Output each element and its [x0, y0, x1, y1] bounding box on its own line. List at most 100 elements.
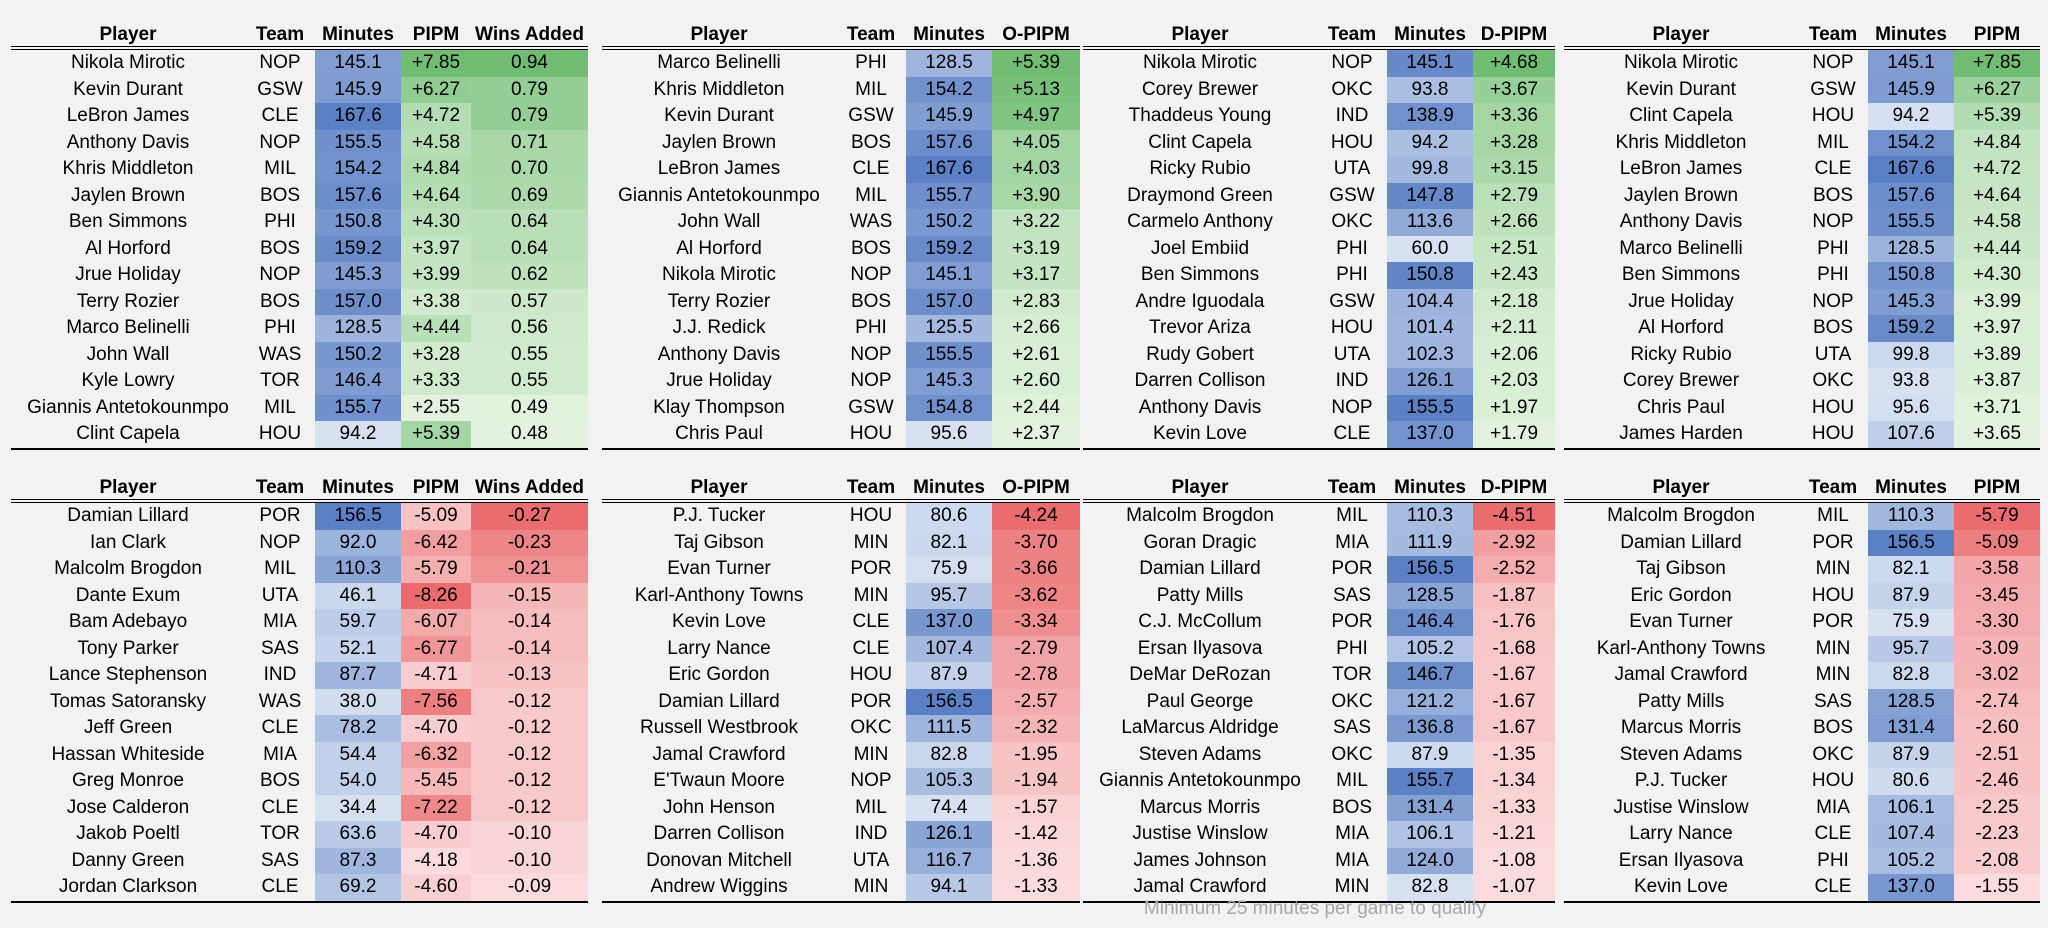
cell-team: MIN: [853, 584, 889, 606]
cell-wins-added: 0.70: [471, 156, 588, 183]
table-row: LeBron James CLE 167.6 +4.72: [1564, 156, 2040, 183]
cell-minutes: 167.6: [1868, 156, 1954, 183]
cell-metric: +3.28: [401, 341, 471, 368]
cell-player: Justise Winslow: [1613, 796, 1749, 818]
table-row: Jamal Crawford MIN 82.8 -3.02: [1564, 662, 2040, 689]
cell-player: John Wall: [677, 211, 761, 233]
table-row: Clint Capela HOU 94.2 +3.28: [1083, 129, 1555, 156]
cell-minutes: 82.1: [1868, 556, 1954, 583]
cell-team: PHI: [855, 317, 887, 339]
cell-player: Marco Belinelli: [657, 52, 781, 74]
table-row: Al Horford BOS 159.2 +3.97: [1564, 315, 2040, 342]
cell-minutes: 159.2: [1868, 315, 1954, 342]
cell-minutes: 110.3: [1868, 501, 1954, 530]
table-row: Corey Brewer OKC 93.8 +3.87: [1564, 368, 2040, 395]
cell-metric: +5.39: [1954, 103, 2040, 130]
table-row: Jose Calderon CLE 34.4 -7.22 -0.12: [11, 794, 588, 821]
table-row: Anthony Davis NOP 155.5 +2.61: [602, 341, 1080, 368]
cell-metric: +5.39: [401, 421, 471, 450]
cell-player: Jaylen Brown: [1623, 184, 1739, 206]
cell-player: DeMar DeRozan: [1129, 664, 1271, 686]
cell-minutes: 95.7: [1868, 635, 1954, 662]
cell-team: UTA: [1333, 343, 1371, 365]
cell-metric: -1.21: [1473, 821, 1555, 848]
cell-player: Corey Brewer: [1141, 78, 1259, 100]
cell-player: Jeff Green: [83, 717, 173, 739]
cell-minutes: 92.0: [315, 529, 401, 556]
table-row: Steven Adams OKC 87.9 -2.51: [1564, 741, 2040, 768]
cell-player: Paul George: [1146, 690, 1254, 712]
cell-minutes: 74.4: [906, 794, 992, 821]
table-row: John Henson MIL 74.4 -1.57: [602, 794, 1080, 821]
cell-minutes: 157.6: [1868, 182, 1954, 209]
cell-player: Jordan Clarkson: [11, 874, 245, 903]
cell-team: MIL: [1336, 505, 1368, 527]
cell-player: Marco Belinelli: [66, 317, 190, 339]
cell-team: NOP: [259, 264, 301, 286]
cell-wins-added: -0.10: [471, 847, 588, 874]
cell-metric: -1.36: [992, 847, 1080, 874]
cell-wins-added: 0.64: [471, 235, 588, 262]
cell-team: NOP: [850, 770, 892, 792]
cell-player: Nikola Mirotic: [1623, 52, 1739, 74]
cell-team: WAS: [849, 211, 893, 233]
cell-metric: +4.84: [401, 156, 471, 183]
cell-minutes: 145.9: [315, 76, 401, 103]
table-row: Malcolm Brogdon MIL 110.3 -5.79 -0.21: [11, 556, 588, 583]
cell-metric: +4.30: [1954, 262, 2040, 289]
cell-team: MIN: [836, 874, 906, 903]
cell-minutes: 54.0: [315, 768, 401, 795]
cell-metric: +7.85: [1954, 48, 2040, 77]
cell-minutes: 137.0: [1387, 421, 1473, 450]
table-row: Giannis Antetokounmpo MIL 155.7 +3.90: [602, 182, 1080, 209]
cell-team: CLE: [1317, 421, 1387, 450]
table-row: Kevin Love CLE 137.0 -3.34: [602, 609, 1080, 636]
cell-player: Al Horford: [676, 237, 762, 259]
cell-team: BOS: [259, 290, 301, 312]
cell-player: Darren Collison: [1134, 370, 1266, 392]
cell-minutes: 154.8: [906, 394, 992, 421]
cell-team: HOU: [849, 664, 893, 686]
cell-metric: +2.66: [1473, 209, 1555, 236]
cell-minutes: 128.5: [315, 315, 401, 342]
table-row: Nikola Mirotic NOP 145.1 +7.85: [1564, 48, 2040, 77]
cell-team: POR: [850, 558, 892, 580]
cell-metric: +5.13: [992, 76, 1080, 103]
cell-minutes: 106.1: [1868, 794, 1954, 821]
table-row: Hassan Whiteside MIA 54.4 -6.32 -0.12: [11, 741, 588, 768]
cell-team: GSW: [1810, 78, 1856, 100]
cell-minutes: 87.3: [315, 847, 401, 874]
table-top-d-pipm: Player Team Minutes D-PIPM Nikola Mirotic NOP…: [1083, 20, 1555, 450]
table-row: Corey Brewer OKC 93.8 +3.67: [1083, 76, 1555, 103]
cell-metric: -6.42: [401, 529, 471, 556]
cell-team: MIL: [264, 558, 296, 580]
table-row: Damian Lillard POR 156.5 -5.09: [1564, 529, 2040, 556]
cell-metric: +2.79: [1473, 182, 1555, 209]
cell-player: Joel Embiid: [1150, 237, 1250, 259]
cell-team: SAS: [1332, 584, 1372, 606]
table-row: Giannis Antetokounmpo MIL 155.7 +2.55 0.49: [11, 394, 588, 421]
cell-minutes: 63.6: [315, 821, 401, 848]
table-row: Clint Capela HOU 94.2 +5.39 0.48: [11, 421, 588, 450]
cell-metric: -7.22: [401, 794, 471, 821]
table-row: Marco Belinelli PHI 128.5 +5.39: [602, 48, 1080, 77]
cell-metric: -1.07: [1473, 874, 1555, 903]
cell-team: CLE: [1798, 874, 1868, 903]
cell-minutes: 60.0: [1387, 235, 1473, 262]
cell-team: IND: [1335, 105, 1369, 127]
table-row: Nikola Mirotic NOP 145.1 +3.17: [602, 262, 1080, 289]
cell-player: Clint Capela: [11, 421, 245, 450]
table-row: Anthony Davis NOP 155.5 +4.58: [1564, 209, 2040, 236]
cell-metric: +4.68: [1473, 48, 1555, 77]
cell-metric: +3.22: [992, 209, 1080, 236]
cell-metric: -1.67: [1473, 715, 1555, 742]
cell-team: NOP: [850, 343, 892, 365]
table-row: Kevin Love CLE 137.0 -1.55: [1564, 874, 2040, 903]
table-row: Larry Nance CLE 107.4 -2.79: [602, 635, 1080, 662]
cell-team: MIL: [1817, 505, 1849, 527]
table-row: DeMar DeRozan TOR 146.7 -1.67: [1083, 662, 1555, 689]
cell-minutes: 150.2: [315, 341, 401, 368]
cell-wins-added: 0.64: [471, 209, 588, 236]
table-row: LeBron James CLE 167.6 +4.03: [602, 156, 1080, 183]
table-row: Khris Middleton MIL 154.2 +5.13: [602, 76, 1080, 103]
